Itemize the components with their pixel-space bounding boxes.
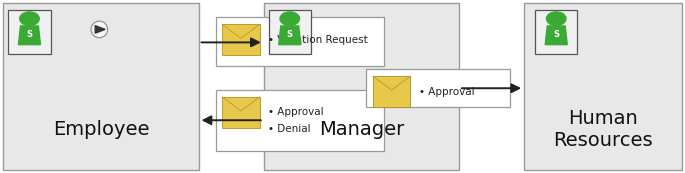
Text: • Approval: • Approval <box>268 107 323 117</box>
FancyBboxPatch shape <box>216 90 384 151</box>
Text: S: S <box>553 30 559 39</box>
Text: S: S <box>27 30 32 39</box>
FancyBboxPatch shape <box>269 10 311 54</box>
FancyBboxPatch shape <box>373 76 410 107</box>
Polygon shape <box>18 26 40 45</box>
FancyBboxPatch shape <box>524 3 682 170</box>
Text: Manager: Manager <box>319 120 404 139</box>
Text: • Denial: • Denial <box>268 124 310 134</box>
FancyBboxPatch shape <box>535 10 577 54</box>
Polygon shape <box>279 26 301 45</box>
FancyBboxPatch shape <box>264 3 459 170</box>
FancyBboxPatch shape <box>222 97 260 128</box>
FancyBboxPatch shape <box>222 24 260 55</box>
Polygon shape <box>95 26 105 33</box>
FancyBboxPatch shape <box>216 17 384 66</box>
Polygon shape <box>545 26 567 45</box>
FancyBboxPatch shape <box>8 10 51 54</box>
Ellipse shape <box>20 12 39 25</box>
Ellipse shape <box>547 12 566 25</box>
Text: • Approval: • Approval <box>419 87 474 97</box>
Text: • Vacation Request: • Vacation Request <box>268 35 368 45</box>
FancyBboxPatch shape <box>3 3 199 170</box>
Text: Human
Resources: Human Resources <box>553 109 653 150</box>
Ellipse shape <box>91 21 108 38</box>
Text: Employee: Employee <box>53 120 149 139</box>
Text: S: S <box>287 30 292 39</box>
FancyBboxPatch shape <box>366 69 510 107</box>
Ellipse shape <box>280 12 299 25</box>
